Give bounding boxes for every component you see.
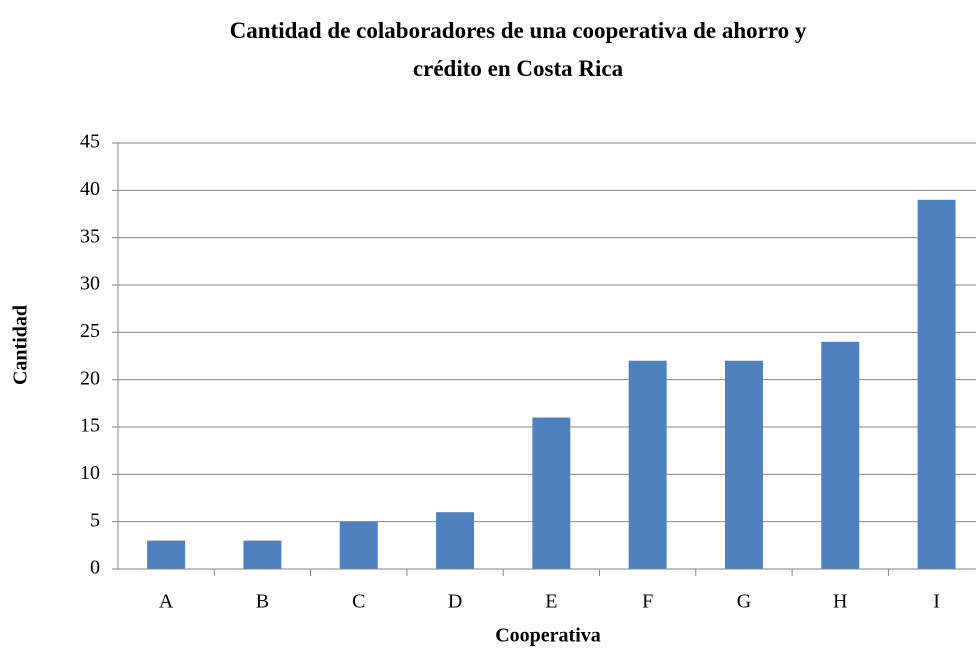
bar [628, 360, 667, 569]
y-tick-label: 15 [80, 415, 100, 437]
y-tick-label: 5 [90, 509, 100, 531]
x-tick-label: B [256, 591, 269, 613]
x-axis-label: Cooperativa [495, 625, 601, 647]
y-tick-label: 20 [80, 367, 100, 389]
y-axis-label: Cantidad [10, 305, 32, 385]
x-tick-label: I [933, 591, 940, 613]
x-tick-label: C [352, 591, 365, 613]
chart-title: Cantidad de colaboradores de una coopera… [229, 18, 807, 81]
bar [917, 199, 956, 570]
x-tick-label: F [642, 591, 653, 613]
bar [436, 512, 475, 569]
y-tick-label: 10 [80, 462, 100, 484]
x-tick-label: A [159, 591, 174, 613]
x-tick-label: G [737, 591, 751, 613]
bar [532, 417, 571, 569]
x-tick-label: D [448, 591, 462, 613]
y-tick-label: 25 [80, 320, 100, 342]
x-tick-label: H [833, 591, 847, 613]
bar [821, 341, 860, 569]
bar [243, 540, 282, 569]
bar [724, 360, 763, 569]
x-tick-label: E [545, 591, 557, 613]
y-tick-label: 40 [80, 178, 100, 200]
y-tick-label: 0 [90, 557, 100, 579]
bar [339, 521, 378, 569]
y-tick-label: 35 [80, 225, 100, 247]
y-tick-label: 30 [80, 273, 100, 295]
y-tick-label: 45 [80, 131, 100, 153]
bar [147, 540, 186, 569]
